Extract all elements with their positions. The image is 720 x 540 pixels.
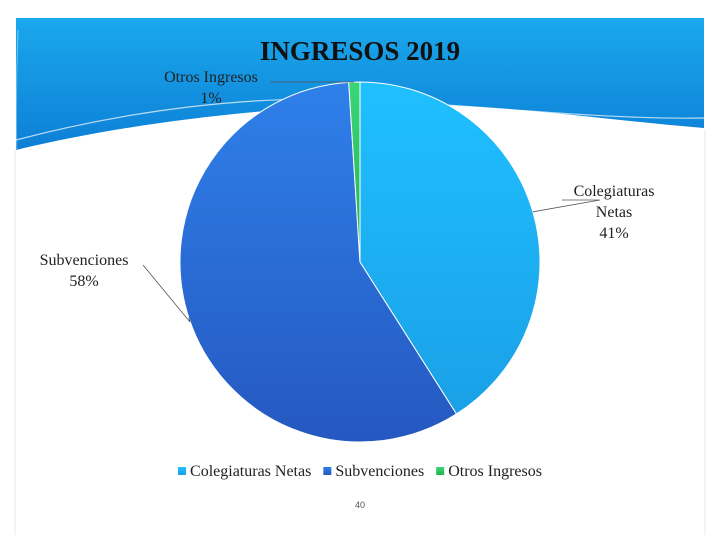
legend-label-otros-ingresos: Otros Ingresos (448, 463, 542, 480)
data-label-name-otros-ingresos: Otros Ingresos (164, 69, 258, 86)
legend-swatch-colegiaturas-netas (178, 467, 187, 475)
legend-label-subvenciones: Subvenciones (335, 463, 424, 480)
legend-label-colegiaturas-netas: Colegiaturas Netas (190, 463, 311, 480)
data-label-value-colegiaturas-netas: 41% (599, 225, 628, 242)
pie-data-labels: Colegiaturas Netas 41% Subvenciones 58% Otros… (40, 69, 655, 290)
pie-leader-lines (142, 81, 601, 323)
data-label-value-otros-ingresos: 1% (200, 90, 221, 107)
leader-line-subvenciones (142, 264, 191, 323)
chart-title: INGRESOS 2019 (259, 36, 461, 66)
page-number: 40 (354, 500, 365, 510)
pie-chart (179, 81, 541, 443)
data-label-value-subvenciones: 58% (69, 273, 98, 290)
chart-legend: Colegiaturas Netas Subvenciones Otros Ingr… (178, 463, 542, 480)
data-label-name-colegiaturas-netas: Colegiaturas (574, 183, 655, 200)
legend-swatch-otros-ingresos (436, 467, 445, 475)
legend-swatch-subvenciones (323, 467, 332, 475)
data-label-name-subvenciones: Subvenciones (40, 252, 129, 269)
pie-slice-colegiaturas-netas (359, 81, 541, 415)
leader-line-colegiaturas-netas (532, 199, 601, 213)
data-label-name-colegiaturas-netas: Netas (596, 204, 632, 221)
